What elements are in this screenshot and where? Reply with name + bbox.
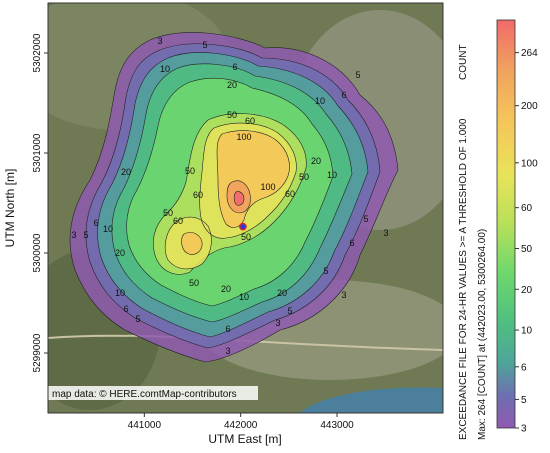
y-axis: 5302000 5301000 5300000 5299000: [32, 33, 48, 372]
x-tick-label: 443000: [320, 420, 354, 431]
contour-label: 5: [83, 230, 88, 240]
lake-shape: [300, 387, 443, 413]
contour-label: 20: [221, 284, 231, 294]
contour-label: 6: [123, 304, 128, 314]
colorbar-title: COUNT: [458, 44, 469, 80]
x-axis: 441000 442000 443000: [128, 413, 354, 431]
colorbar-tick-label: 264: [521, 48, 538, 59]
contour-label: 10: [160, 64, 170, 74]
contour-label: 100: [260, 182, 275, 192]
plot-area: 3 561020561050601002020106535060506050100…: [48, 3, 443, 413]
contour-label: 20: [227, 80, 237, 90]
contour-labels: 3 561020561050601002020106535060506050100…: [71, 36, 388, 356]
contour-label: 60: [245, 116, 255, 126]
attribution-text: map data: © HERE.comtMap-contributors: [52, 389, 237, 400]
x-tick-label: 442000: [224, 420, 258, 431]
colorbar-ticks: 264 200 100 60 50 20 10 6 5 3: [515, 48, 538, 435]
contour-label: 3: [341, 290, 346, 300]
contour-band-264: [233, 191, 245, 206]
colorbar-tick-label: 20: [521, 285, 533, 296]
contour-label: 50: [227, 110, 237, 120]
max-caption: Max: 264 [COUNT] at (442023.00, 5300264.…: [477, 229, 488, 440]
colorbar-tick-label: 10: [521, 326, 533, 337]
contour-label: 100: [236, 132, 251, 142]
colorbar-tick-label: 50: [521, 244, 533, 255]
plot-frame: [47, 2, 444, 414]
contour-label: 20: [311, 156, 321, 166]
contour-label: 3: [157, 36, 162, 46]
contour-label: 5: [363, 214, 368, 224]
y-tick-label: 5299000: [32, 333, 43, 372]
contour-label: 50: [163, 208, 173, 218]
contour-label: 60: [285, 189, 295, 199]
contour-label: 20: [121, 167, 131, 177]
contour-label: 6: [341, 90, 346, 100]
side-caption: EXCEEDANCE FILE FOR 24-HR VALUES >= A TH…: [458, 118, 469, 440]
colorbar-tick-label: 100: [521, 158, 538, 169]
contour-label: 3: [275, 318, 280, 328]
colorbar-tick-label: 60: [521, 203, 533, 214]
contour-label: 50: [299, 172, 309, 182]
contour-label: 6: [225, 324, 230, 334]
y-axis-label: UTM North [m]: [3, 169, 17, 248]
contour-label: 5: [135, 314, 140, 324]
contour-label: 20: [115, 248, 125, 258]
contour-label: 60: [193, 190, 203, 200]
colorbar-tick-label: 200: [521, 101, 538, 112]
contour-label: 10: [115, 288, 125, 298]
contour-label: 6: [232, 62, 237, 72]
contour-label: 20: [277, 288, 287, 298]
contour-label: 5: [323, 266, 328, 276]
x-axis-label: UTM East [m]: [208, 432, 281, 446]
y-tick-label: 5301000: [32, 133, 43, 172]
contour-label: 50: [185, 166, 195, 176]
colorbar: COUNT 264 200 100 60 50 20 10 6 5 3: [458, 19, 538, 435]
contour-label: 10: [239, 292, 249, 302]
contour-bands: [69, 32, 399, 363]
contour-label: 10: [315, 96, 325, 106]
contour-label: 5: [202, 40, 207, 50]
colorbar-gradient: [496, 19, 516, 429]
max-point: [238, 222, 247, 231]
colorbar-tick-label: 6: [521, 362, 527, 373]
contour-label: 10: [327, 170, 337, 180]
contour-label: 5: [287, 306, 292, 316]
attribution-box: [48, 386, 258, 400]
contour-label: 6: [349, 238, 354, 248]
y-tick-label: 5302000: [32, 33, 43, 72]
contour-label: 5: [355, 70, 360, 80]
contour-label: 6: [93, 218, 98, 228]
y-tick-label: 5300000: [32, 233, 43, 272]
colorbar-tick-label: 3: [521, 424, 527, 435]
contour-label: 50: [241, 232, 251, 242]
contour-label: 3: [71, 230, 76, 240]
contour-label: 3: [383, 228, 388, 238]
contour-label: 10: [103, 224, 113, 234]
x-tick-label: 441000: [128, 420, 162, 431]
contour-label: 50: [189, 278, 199, 288]
colorbar-tick-label: 5: [521, 395, 527, 406]
max-point-marker: [238, 222, 247, 231]
contour-label: 3: [225, 346, 230, 356]
contour-label: 60: [173, 216, 183, 226]
